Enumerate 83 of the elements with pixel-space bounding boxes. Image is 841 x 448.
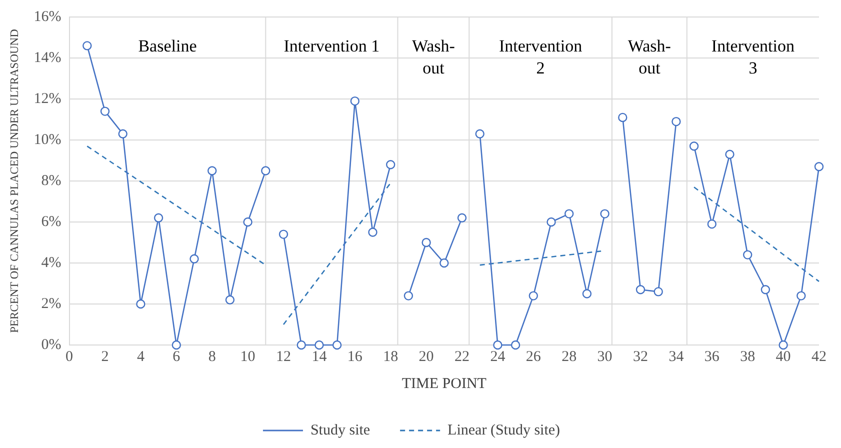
point xyxy=(582,289,592,298)
y-tick-label: 16% xyxy=(34,8,62,25)
x-tick-label: 32 xyxy=(633,348,648,365)
point xyxy=(796,291,806,300)
x-tick-label: 2 xyxy=(101,348,109,365)
x-tick-label: 30 xyxy=(597,348,612,365)
point xyxy=(546,217,556,227)
point xyxy=(457,213,467,222)
annotation: Intervention 2 xyxy=(498,36,583,78)
point xyxy=(314,340,324,350)
x-tick-label: 34 xyxy=(668,348,684,365)
point xyxy=(100,106,110,116)
point xyxy=(510,340,520,350)
y-tick-label: 2% xyxy=(41,296,62,312)
point xyxy=(778,340,788,350)
y-tick-label: 8% xyxy=(41,172,62,189)
point xyxy=(243,217,252,227)
y-tick-label: 4% xyxy=(41,254,62,271)
x-tick-label: 12 xyxy=(276,348,291,365)
point xyxy=(618,112,628,122)
point xyxy=(707,219,716,229)
x-tick-label: 16 xyxy=(347,348,363,365)
point xyxy=(493,340,502,350)
point xyxy=(350,96,360,106)
x-tick-label: 0 xyxy=(66,348,74,365)
point xyxy=(814,162,824,172)
x-tick-label: 24 xyxy=(490,348,506,365)
point xyxy=(689,142,699,151)
x-tick-label: 36 xyxy=(704,348,720,365)
annotation: Wash- out xyxy=(628,36,672,78)
point xyxy=(600,209,610,218)
x-tick-label: 10 xyxy=(240,348,256,365)
y-tick-label: 10% xyxy=(34,132,62,148)
x-tick-label: 14 xyxy=(312,348,328,365)
point xyxy=(672,116,681,126)
annotation: Intervention 1 xyxy=(284,36,380,56)
x-tick-label: 42 xyxy=(812,348,826,365)
annotation: Baseline xyxy=(138,36,197,56)
x-tick-label: 40 xyxy=(776,348,791,365)
point xyxy=(136,299,146,309)
point xyxy=(386,160,396,170)
point xyxy=(261,166,270,176)
x-tick-label: 8 xyxy=(208,348,216,365)
point xyxy=(760,285,770,294)
x-axis-title: TIME POINT xyxy=(402,376,486,392)
point xyxy=(190,254,199,264)
point xyxy=(82,41,92,50)
annotation: Intervention 3 xyxy=(711,36,795,78)
legend-label: Study site xyxy=(310,422,370,438)
point xyxy=(172,340,181,350)
x-tick-label: 38 xyxy=(740,348,756,365)
point xyxy=(296,340,306,350)
annotation: Wash- out xyxy=(412,36,456,78)
point xyxy=(725,150,734,159)
y-axis-title: PERCENT OF CANNULAS PLACED UNDER ULTRASOUND xyxy=(8,29,21,333)
point xyxy=(225,295,235,304)
x-tick-label: 28 xyxy=(562,348,577,365)
point xyxy=(564,209,574,218)
point xyxy=(368,228,378,237)
point xyxy=(154,213,164,222)
y-tick-label: 14% xyxy=(34,50,62,66)
y-tick-label: 6% xyxy=(41,214,62,230)
point xyxy=(332,340,342,350)
point xyxy=(528,291,538,300)
legend-label: Linear (Study site) xyxy=(448,422,560,438)
x-tick-label: 4 xyxy=(136,348,145,365)
point xyxy=(475,129,484,138)
point xyxy=(118,129,128,138)
x-tick-label: 22 xyxy=(454,348,470,365)
x-tick-label: 18 xyxy=(383,348,398,365)
x-tick-label: 6 xyxy=(172,348,181,365)
point xyxy=(440,258,449,268)
y-tick-label: 12% xyxy=(34,90,62,107)
point xyxy=(422,238,431,248)
x-tick-label: 26 xyxy=(526,348,542,365)
point xyxy=(207,166,217,176)
point xyxy=(278,230,288,239)
point xyxy=(636,285,646,294)
x-tick-label: 20 xyxy=(418,348,434,365)
y-tick-label: 0% xyxy=(41,336,62,353)
point xyxy=(654,287,663,296)
point xyxy=(404,291,414,300)
point xyxy=(743,250,752,260)
